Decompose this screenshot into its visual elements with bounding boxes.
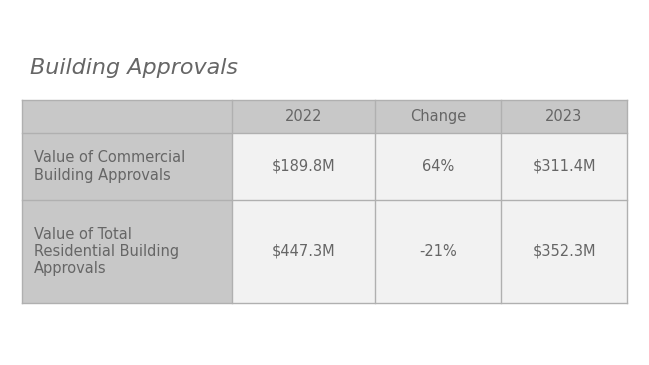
Text: 64%: 64% bbox=[422, 159, 454, 174]
Text: Value of Commercial
Building Approvals: Value of Commercial Building Approvals bbox=[34, 150, 185, 183]
Text: $189.8M: $189.8M bbox=[272, 159, 336, 174]
Text: -21%: -21% bbox=[419, 244, 457, 259]
Text: $311.4M: $311.4M bbox=[532, 159, 596, 174]
Text: Building Approvals: Building Approvals bbox=[30, 58, 238, 78]
Text: $352.3M: $352.3M bbox=[532, 244, 596, 259]
Text: Value of Total
Residential Building
Approvals: Value of Total Residential Building Appr… bbox=[34, 227, 179, 276]
Text: $447.3M: $447.3M bbox=[272, 244, 336, 259]
Text: 2022: 2022 bbox=[285, 109, 323, 124]
Text: Change: Change bbox=[410, 109, 466, 124]
Text: 2023: 2023 bbox=[545, 109, 583, 124]
